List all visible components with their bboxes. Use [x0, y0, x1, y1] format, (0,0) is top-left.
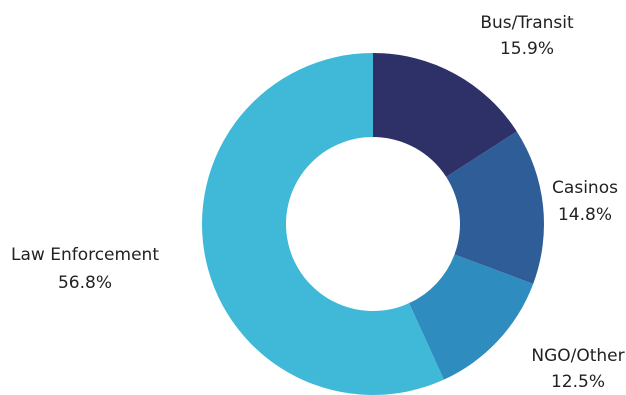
- slice-label: NGO/Other: [531, 346, 624, 366]
- donut-slice-bus-transit: [373, 53, 517, 177]
- slice-label: Law Enforcement: [11, 245, 159, 265]
- slice-value-label: 14.8%: [558, 205, 612, 225]
- donut-slice-casinos: [446, 131, 545, 284]
- slice-value-label: 15.9%: [500, 39, 554, 59]
- slice-label: Bus/Transit: [480, 13, 574, 33]
- donut-slice-law-enforcement: [202, 53, 444, 395]
- slice-value-label: 12.5%: [551, 372, 605, 392]
- donut-slice-ngo-other: [409, 254, 534, 380]
- slice-value-label: 56.8%: [58, 273, 112, 293]
- slice-label: Casinos: [552, 178, 618, 198]
